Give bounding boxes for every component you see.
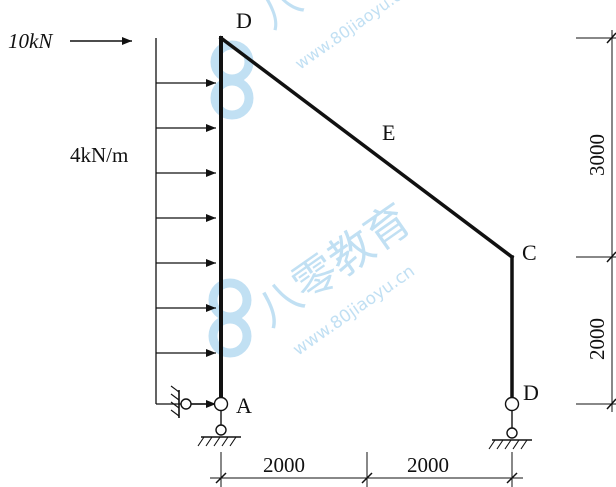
point-load-label: 10kN: [8, 29, 53, 53]
support-d: [488, 396, 532, 450]
node-label-top-left: D: [236, 8, 252, 33]
watermark-logo-icon: [208, 278, 252, 358]
ground-hatch-icon: [488, 439, 528, 450]
dim-vertical-top: 3000: [585, 134, 609, 176]
dimension-vertical: [576, 30, 616, 412]
node-label-bottom-right: D: [523, 380, 539, 405]
hinge-a-icon: [213, 396, 229, 412]
distributed-load-arrows: [156, 79, 216, 408]
support-a: [170, 385, 241, 447]
dim-vertical-bottom: 2000: [585, 318, 609, 360]
rafter-slope: [218, 35, 515, 260]
dim-horizontal-left: 2000: [263, 453, 305, 477]
ground-hatch-icon: [197, 436, 237, 447]
node-label-e: E: [382, 120, 395, 145]
wall-hatch-icon: [170, 385, 180, 417]
node-label-c: C: [522, 240, 537, 265]
node-label-a: A: [236, 393, 252, 418]
dimension-horizontal: [210, 452, 523, 487]
distributed-load-label: 4kN/m: [70, 143, 128, 167]
hinge-d-icon: [504, 396, 520, 412]
frame-members: [218, 35, 515, 404]
dim-horizontal-right: 2000: [407, 453, 449, 477]
